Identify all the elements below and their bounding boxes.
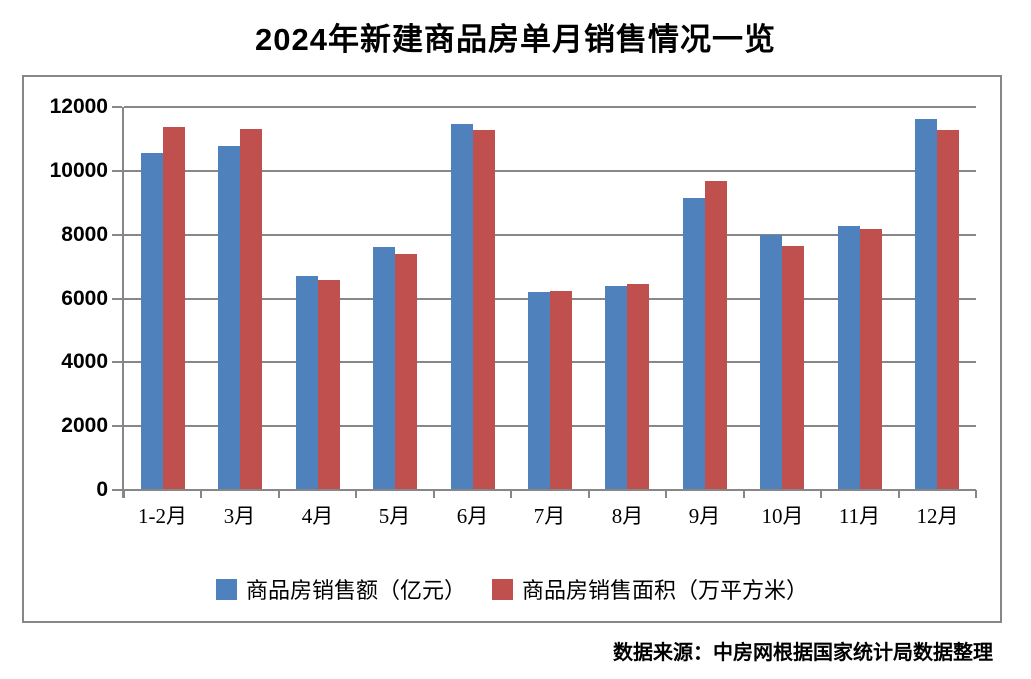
bar-sales-amount — [528, 292, 550, 490]
y-axis-tick — [112, 361, 122, 363]
bar-sales-area — [240, 129, 262, 490]
legend-label-sales-amount: 商品房销售额（亿元） — [245, 578, 466, 603]
x-axis-tick-label: 3月 — [223, 504, 256, 528]
bar-sales-amount — [683, 198, 705, 490]
chart-title: 2024年新建商品房单月销售情况一览 — [255, 22, 776, 57]
x-axis-tick — [588, 490, 590, 498]
y-axis-line — [122, 107, 124, 498]
legend-item-sales-amount: 商品房销售额（亿元） — [215, 573, 466, 605]
y-axis-tick-label: 6000 — [61, 287, 108, 310]
x-axis-tick-label: 1-2月 — [138, 504, 187, 528]
bar-sales-area — [318, 280, 340, 490]
bar-sales-area — [937, 130, 959, 490]
x-axis-tick — [510, 490, 512, 498]
y-axis-tick — [112, 234, 122, 236]
x-axis-line — [124, 489, 976, 491]
bar-sales-amount — [915, 119, 937, 490]
y-axis-tick-label: 0 — [96, 478, 108, 501]
y-axis-tick-label: 8000 — [61, 223, 108, 246]
x-axis-tick-label: 4月 — [301, 504, 334, 528]
legend-swatch-blue-icon — [215, 578, 237, 600]
bar-sales-area — [550, 291, 572, 490]
y-axis-tick — [112, 298, 122, 300]
bar-sales-area — [163, 127, 185, 490]
bar-sales-amount — [373, 247, 395, 490]
x-axis-tick-label: 10月 — [761, 504, 804, 528]
grid-line — [124, 234, 976, 236]
y-axis-tick-label: 2000 — [61, 414, 108, 437]
legend: 商品房销售额（亿元） 商品房销售面积（万平方米） — [24, 573, 1000, 605]
bar-sales-amount — [838, 226, 860, 490]
bar-sales-amount — [296, 276, 318, 490]
x-axis-tick-label: 8月 — [611, 504, 644, 528]
x-axis-tick — [898, 490, 900, 498]
y-axis-tick — [112, 489, 122, 491]
x-axis-tick — [433, 490, 435, 498]
y-axis-tick-label: 12000 — [49, 95, 108, 118]
y-axis-tick — [112, 106, 122, 108]
bar-sales-area — [627, 284, 649, 490]
legend-swatch-red-icon — [492, 578, 513, 600]
bar-sales-amount — [451, 124, 473, 490]
bar-sales-amount — [605, 286, 627, 490]
x-axis-tick — [975, 490, 977, 498]
bar-sales-amount — [141, 153, 163, 490]
bar-sales-area — [860, 229, 882, 490]
bar-sales-area — [782, 246, 804, 490]
x-axis-tick — [278, 490, 280, 498]
source-note: 数据来源：中房网根据国家统计局数据整理 — [613, 642, 993, 664]
x-axis-tick — [200, 490, 202, 498]
x-axis-tick — [355, 490, 357, 498]
bar-sales-area — [705, 181, 727, 490]
x-axis-tick — [665, 490, 667, 498]
grid-line — [124, 106, 976, 108]
x-axis-tick — [820, 490, 822, 498]
x-axis-tick-label: 6月 — [456, 504, 489, 528]
x-axis-tick-label: 9月 — [688, 504, 721, 528]
bar-sales-area — [395, 254, 417, 490]
x-axis-tick — [123, 490, 125, 498]
x-axis-tick-label: 5月 — [378, 504, 411, 528]
legend-label-sales-area: 商品房销售面积（万平方米） — [522, 578, 809, 603]
grid-line — [124, 170, 976, 172]
bar-sales-amount — [218, 146, 240, 490]
y-axis-tick — [112, 425, 122, 427]
y-axis-tick — [112, 170, 122, 172]
chart-area: 0 2000 4000 6000 8000 10000 12000 1-2月 3月 4月 5月 6月 7… — [22, 75, 1002, 623]
bar-sales-amount — [760, 235, 782, 490]
bar-sales-area — [473, 130, 495, 490]
x-axis-tick-label: 11月 — [838, 504, 881, 528]
y-axis-tick-label: 4000 — [61, 350, 108, 373]
x-axis-tick — [743, 490, 745, 498]
legend-item-sales-area: 商品房销售面积（万平方米） — [492, 573, 808, 605]
y-axis-tick-label: 10000 — [49, 159, 108, 182]
x-axis-tick-label: 12月 — [916, 504, 959, 528]
x-axis-tick-label: 7月 — [533, 504, 566, 528]
